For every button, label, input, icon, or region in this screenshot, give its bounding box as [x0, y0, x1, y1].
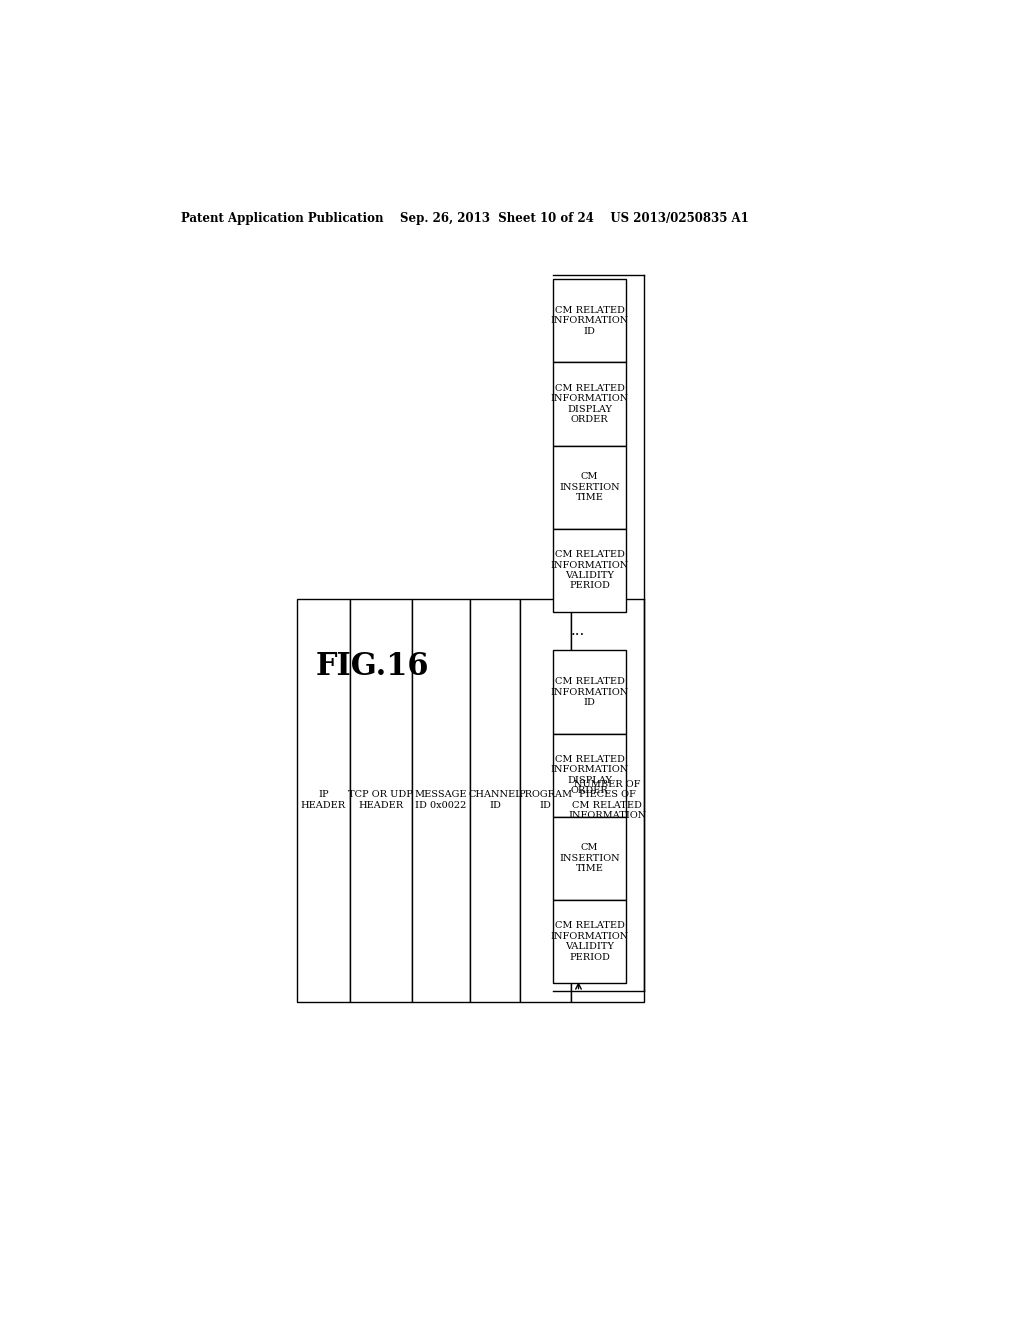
Text: CM
INSERTION
TIME: CM INSERTION TIME	[559, 843, 620, 874]
Bar	[349, 599, 412, 1002]
Bar	[553, 734, 627, 817]
Text: CM RELATED
INFORMATION
ID: CM RELATED INFORMATION ID	[550, 306, 629, 335]
Text: TCP OR UDP
HEADER: TCP OR UDP HEADER	[348, 791, 413, 810]
Bar	[553, 529, 627, 612]
Bar	[553, 446, 627, 529]
Bar	[470, 599, 520, 1002]
Bar	[553, 363, 627, 446]
Text: CM
INSERTION
TIME: CM INSERTION TIME	[559, 473, 620, 502]
Text: PROGRAM
ID: PROGRAM ID	[518, 791, 572, 810]
Text: CM RELATED
INFORMATION
VALIDITY
PERIOD: CM RELATED INFORMATION VALIDITY PERIOD	[550, 921, 629, 961]
Text: Patent Application Publication    Sep. 26, 2013  Sheet 10 of 24    US 2013/02508: Patent Application Publication Sep. 26, …	[180, 213, 749, 224]
Bar	[520, 599, 570, 1002]
Bar	[297, 599, 349, 1002]
Text: IP
HEADER: IP HEADER	[301, 791, 346, 810]
Text: MESSAGE
ID 0x0022: MESSAGE ID 0x0022	[415, 791, 467, 810]
Text: CM RELATED
INFORMATION
ID: CM RELATED INFORMATION ID	[550, 677, 629, 708]
Text: NUMBER OF
PIECES OF
CM RELATED
INFORMATION: NUMBER OF PIECES OF CM RELATED INFORMATI…	[568, 780, 646, 820]
Bar	[553, 651, 627, 734]
Bar	[553, 900, 627, 983]
Bar	[570, 599, 644, 1002]
Text: CM RELATED
INFORMATION
DISPLAY
ORDER: CM RELATED INFORMATION DISPLAY ORDER	[550, 384, 629, 424]
Bar	[553, 817, 627, 900]
Text: CHANNEL
ID: CHANNEL ID	[468, 791, 522, 810]
Text: CM RELATED
INFORMATION
DISPLAY
ORDER: CM RELATED INFORMATION DISPLAY ORDER	[550, 755, 629, 795]
Text: FIG.16: FIG.16	[315, 651, 429, 682]
Bar	[553, 280, 627, 363]
Text: CM RELATED
INFORMATION
VALIDITY
PERIOD: CM RELATED INFORMATION VALIDITY PERIOD	[550, 550, 629, 590]
Bar	[412, 599, 470, 1002]
Text: ...: ...	[570, 624, 585, 638]
